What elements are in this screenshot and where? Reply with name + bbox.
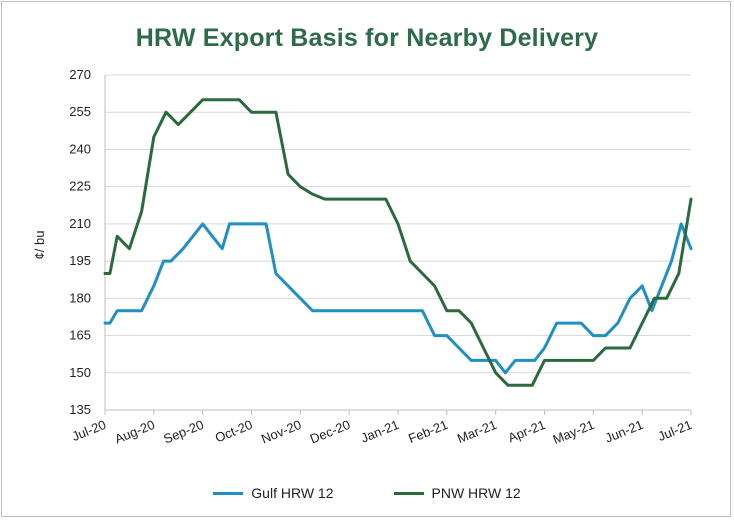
y-tick-label: 225 (69, 179, 91, 194)
x-tick-label: Feb-21 (406, 417, 450, 446)
x-tick-label: May-21 (551, 417, 597, 447)
legend-item-pnw: PNW HRW 12 (393, 485, 521, 501)
x-tick-label: Jan-21 (359, 417, 401, 446)
series-line-pnw (103, 98, 693, 387)
x-tick-label: Nov-20 (259, 417, 303, 447)
series-line-gulf (103, 222, 693, 375)
grid-lines (105, 74, 691, 411)
legend: Gulf HRW 12 PNW HRW 12 (0, 485, 734, 501)
chart-title: HRW Export Basis for Nearby Delivery (135, 24, 599, 52)
x-tick-label: Dec-20 (308, 417, 352, 447)
legend-item-gulf: Gulf HRW 12 (213, 485, 334, 501)
legend-swatch-pnw (393, 491, 424, 495)
y-tick-label: 210 (69, 216, 91, 231)
y-tick-label: 135 (69, 402, 91, 417)
x-tick-label: Jun-21 (603, 417, 645, 446)
x-tick-label: Aug-20 (112, 417, 156, 447)
y-axis-label: ¢/ bu (32, 231, 47, 260)
y-tick-label: 255 (69, 104, 91, 119)
legend-label-pnw: PNW HRW 12 (431, 485, 521, 501)
x-tick-labels: Jul-20 Aug-20 Sep-20 Oct-20 Nov-20 Dec-20 Jan-… (70, 417, 694, 447)
y-tick-label: 240 (69, 141, 91, 156)
y-tick-label: 195 (69, 253, 91, 268)
x-tick-label: Jul-20 (70, 417, 108, 444)
legend-swatch-gulf (213, 491, 244, 495)
x-tick-label: Apr-21 (506, 417, 548, 446)
y-tick-label: 180 (69, 290, 91, 305)
y-tick-label: 165 (69, 328, 91, 343)
x-tick-label: Sep-20 (161, 417, 205, 447)
x-tick-label: Jul-21 (656, 417, 694, 444)
legend-label-gulf: Gulf HRW 12 (251, 485, 334, 501)
y-tick-label: 150 (69, 365, 91, 380)
series-lines (103, 98, 693, 387)
y-tick-labels: 135 150 165 180 195 210 225 240 255 270 (69, 67, 91, 417)
x-tick-label: Mar-21 (455, 417, 499, 446)
y-tick-label: 270 (69, 67, 91, 82)
x-tick-label: Oct-20 (213, 417, 255, 446)
axes (104, 75, 692, 415)
